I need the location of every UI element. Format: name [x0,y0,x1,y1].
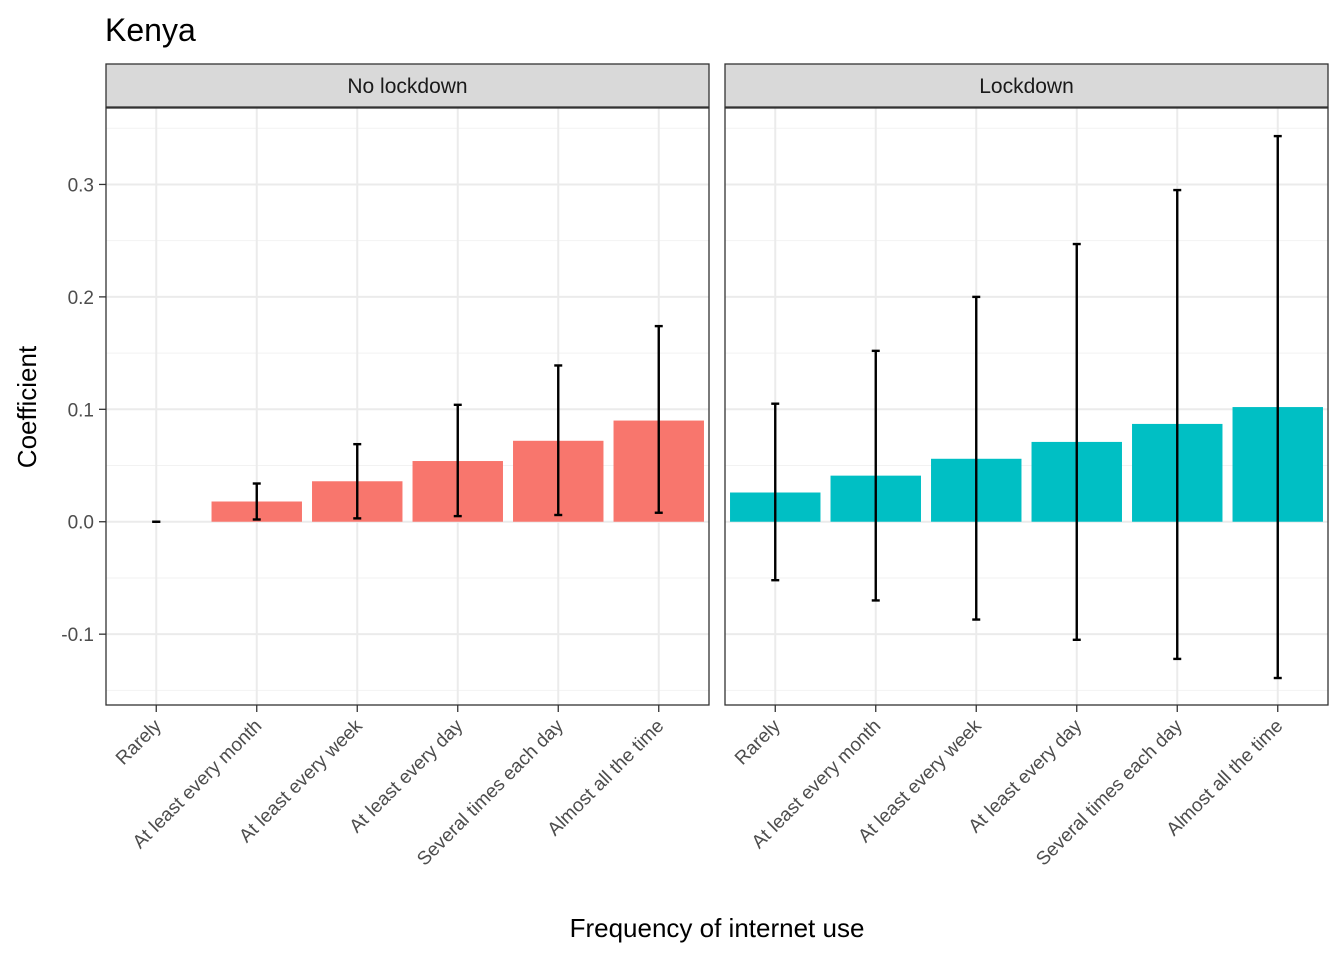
chart-title: Kenya [105,12,196,48]
panel-background [106,108,709,705]
error-bar [1173,188,1182,661]
panel-border [105,107,710,706]
panel-border [724,107,1329,706]
panel-background [725,108,1328,705]
y-axis-title: Coefficient [12,345,42,468]
error-bar [871,349,880,602]
strip-label: Lockdown [979,75,1074,98]
y-tick-label: 0.2 [68,288,94,309]
error-bar [554,364,563,517]
strip-background [724,63,1329,108]
error-bar [1273,134,1282,680]
x-tick-label: Rarely [112,715,166,769]
error-bar [1072,242,1081,641]
strip-label: No lockdown [347,75,467,98]
error-bar [353,442,362,520]
y-axis: -0.1 0.0 0.1 0.2 0.3 [61,175,106,646]
y-tick-label: 0.0 [68,513,94,534]
y-tick-label: -0.1 [61,625,94,646]
error-bar [972,295,981,621]
error-bar [252,482,261,521]
strip-background [105,63,710,108]
error-bar [453,403,462,518]
x-axis-title: Frequency of internet use [570,913,865,943]
error-bar [771,402,780,582]
y-tick-label: 0.1 [68,400,94,421]
error-bar [654,324,663,514]
y-tick-label: 0.3 [68,175,94,196]
x-tick-label: Rarely [731,715,785,769]
